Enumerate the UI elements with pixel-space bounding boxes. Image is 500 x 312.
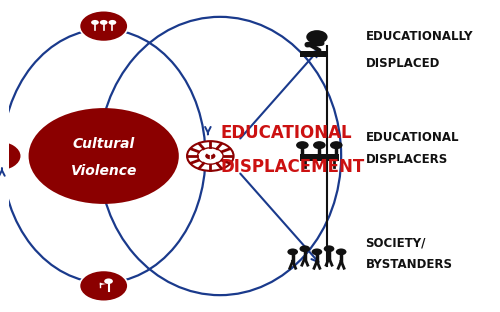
Circle shape <box>288 248 298 255</box>
Circle shape <box>100 20 108 25</box>
Circle shape <box>0 140 22 172</box>
Circle shape <box>187 141 234 171</box>
Circle shape <box>108 20 116 25</box>
Circle shape <box>330 141 342 149</box>
Polygon shape <box>100 283 106 285</box>
Circle shape <box>336 248 346 255</box>
Text: Violence: Violence <box>70 164 137 178</box>
Circle shape <box>306 30 328 44</box>
Circle shape <box>313 141 326 149</box>
Circle shape <box>80 11 128 41</box>
Polygon shape <box>300 51 326 57</box>
Text: DISPLACERS: DISPLACERS <box>366 153 448 166</box>
Text: EDUCATIONAL: EDUCATIONAL <box>220 124 352 142</box>
Circle shape <box>80 271 128 301</box>
Text: DISPLACED: DISPLACED <box>366 57 440 70</box>
Circle shape <box>300 245 310 252</box>
Text: DISPLACEMENT: DISPLACEMENT <box>220 158 364 176</box>
Text: Cultural: Cultural <box>72 137 135 151</box>
Text: SOCIETY/: SOCIETY/ <box>366 236 426 249</box>
Circle shape <box>207 151 214 155</box>
Circle shape <box>312 248 322 255</box>
Circle shape <box>28 108 179 204</box>
Circle shape <box>205 153 216 159</box>
Text: BYSTANDERS: BYSTANDERS <box>366 258 452 271</box>
Circle shape <box>296 141 308 149</box>
Text: EDUCATIONALLY: EDUCATIONALLY <box>366 31 473 43</box>
Circle shape <box>0 149 2 154</box>
Polygon shape <box>300 154 339 161</box>
Circle shape <box>91 20 99 25</box>
Circle shape <box>104 278 113 284</box>
Circle shape <box>324 245 334 252</box>
Text: EDUCATIONAL: EDUCATIONAL <box>366 131 459 144</box>
